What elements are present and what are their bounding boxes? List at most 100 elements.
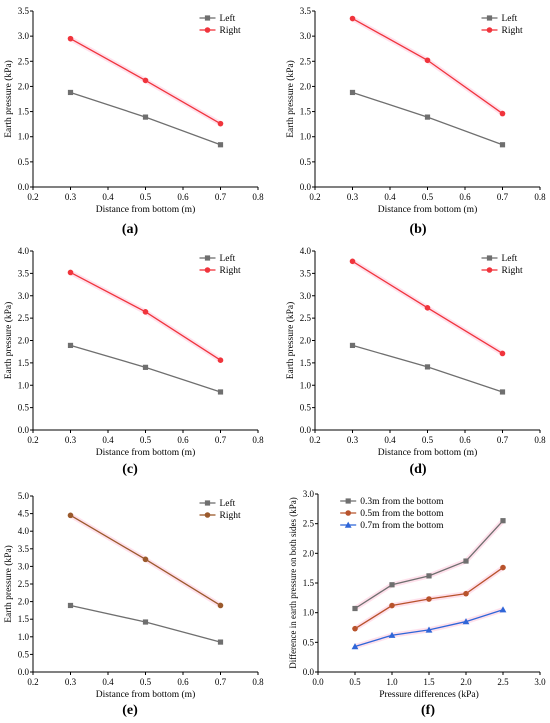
legend-label: Right <box>502 266 523 276</box>
y-tick-label: 1.0 <box>300 380 312 390</box>
chart-panel-b: 0.2 0.3 0.4 0.5 0.6 0.7 0.8 0.0 0.5 1.0 1.5 2.0 2.5 3… <box>285 6 546 215</box>
legend-marker <box>486 27 493 33</box>
x-tick-label: 0.7 <box>497 192 509 202</box>
legend-label: Left <box>220 498 236 509</box>
legend: Left Right <box>199 253 241 276</box>
data-point <box>67 89 74 96</box>
data-point <box>352 625 358 632</box>
y-tick-label: 0.5 <box>18 157 30 167</box>
y-tick-label: 3.5 <box>18 268 30 278</box>
data-point <box>426 573 432 579</box>
chart-panel-a: 0.2 0.3 0.4 0.5 0.6 0.7 0.8 0.0 0.5 1.0 1.5 2.0 2.5 3… <box>3 6 264 215</box>
legend-marker <box>204 255 211 261</box>
x-tick-label: 0.3 <box>65 435 77 445</box>
y-tick-label: 1.0 <box>18 380 30 390</box>
y-tick-label: 3.5 <box>18 544 30 554</box>
y-tick-label: 2.0 <box>18 336 30 346</box>
chart-panel-f: 0.0 0.5 1.0 1.5 2.0 2.5 3.0 0.0 0.5 1.0 1.5 2.0 2.5 3… <box>288 489 546 700</box>
data-point <box>142 309 149 315</box>
legend-marker <box>204 15 211 21</box>
y-tick-label: 3.5 <box>300 6 312 16</box>
x-axis-title: Pressure differences (kPa) <box>379 689 479 700</box>
x-tick-label: 0.3 <box>347 192 359 202</box>
x-tick-label: 0.4 <box>102 192 114 202</box>
x-tick-label: 0.6 <box>177 677 189 687</box>
y-tick-label: 0.5 <box>18 403 30 413</box>
x-tick-label: 2.0 <box>460 677 472 687</box>
data-point <box>499 389 506 395</box>
legend-marker <box>486 267 493 273</box>
caption-d: (d) <box>409 462 427 477</box>
y-tick-label: 2.5 <box>18 313 30 323</box>
y-tick-label: 0.5 <box>300 403 312 413</box>
legend-label: Right <box>220 511 241 521</box>
legend-label: Right <box>220 266 241 276</box>
y-tick-label: 3.5 <box>300 268 312 278</box>
legend-label: Left <box>220 13 236 24</box>
legend-marker <box>345 510 352 516</box>
data-point <box>142 556 149 563</box>
legend-marker <box>486 255 493 261</box>
caption-b: (b) <box>409 222 427 237</box>
y-tick-label: 0.0 <box>300 425 312 435</box>
data-point <box>217 639 224 645</box>
y-tick-label: 2.5 <box>18 56 30 66</box>
y-tick-label: 3.0 <box>18 561 30 571</box>
data-point <box>500 518 506 524</box>
legend-marker <box>204 27 211 33</box>
data-point <box>67 602 74 609</box>
x-tick-label: 0.2 <box>27 435 38 445</box>
x-tick-label: 0.7 <box>215 192 227 202</box>
y-tick-label: 2.0 <box>18 81 30 91</box>
x-tick-label: 2.5 <box>497 677 509 687</box>
data-point <box>424 114 431 120</box>
series-halo <box>353 519 505 611</box>
x-axis-title: Distance from bottom (m) <box>378 447 477 458</box>
data-point <box>142 77 149 84</box>
y-tick-label: 0.0 <box>18 425 30 435</box>
data-point <box>217 142 224 148</box>
data-point <box>426 596 432 602</box>
legend-marker <box>204 512 211 518</box>
x-tick-label: 0.2 <box>27 677 38 687</box>
legend: Left Right <box>481 253 523 276</box>
y-tick-label: 1.5 <box>303 578 315 588</box>
x-tick-label: 0.7 <box>215 677 227 687</box>
x-tick-label: 1.5 <box>423 677 435 687</box>
y-tick-label: 1.0 <box>18 132 30 142</box>
y-tick-label: 0.0 <box>303 667 315 677</box>
y-tick-label: 4.0 <box>18 526 30 536</box>
y-tick-label: 1.5 <box>18 358 30 368</box>
data-point <box>388 631 396 638</box>
x-tick-label: 0.6 <box>177 192 189 202</box>
legend: Left Right <box>199 498 241 521</box>
y-tick-label: 3.0 <box>303 489 315 499</box>
data-point <box>142 114 149 120</box>
y-tick-label: 0.5 <box>18 649 30 659</box>
chart-panel-d: 0.2 0.3 0.4 0.5 0.6 0.7 0.8 0.0 0.5 1.0 1.5 2.0 2.5 3… <box>285 246 546 458</box>
y-tick-label: 1.5 <box>18 614 30 624</box>
y-tick-label: 2.0 <box>303 548 315 558</box>
x-tick-label: 0.5 <box>140 192 152 202</box>
data-point <box>67 269 74 276</box>
data-point <box>217 389 224 395</box>
caption-a: (a) <box>121 222 139 237</box>
data-point <box>499 110 506 117</box>
data-point <box>349 258 356 265</box>
x-tick-label: 0.5 <box>422 192 434 202</box>
data-point <box>67 512 74 519</box>
data-point <box>424 364 431 370</box>
x-tick-label: 3.0 <box>534 677 546 687</box>
data-point <box>349 89 356 96</box>
x-tick-label: 0.5 <box>422 435 434 445</box>
y-tick-label: 3.0 <box>18 291 30 301</box>
x-tick-label: 0.7 <box>497 435 509 445</box>
data-point <box>500 564 506 571</box>
legend: Left Right <box>199 13 241 36</box>
y-tick-label: 1.5 <box>300 107 312 117</box>
x-tick-label: 0.8 <box>252 192 264 202</box>
x-tick-label: 0.6 <box>459 192 471 202</box>
y-tick-label: 1.5 <box>300 358 312 368</box>
data-point <box>349 15 356 22</box>
